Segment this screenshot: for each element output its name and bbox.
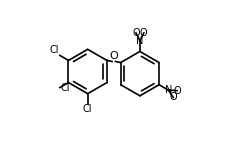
Text: O: O bbox=[173, 86, 181, 96]
Text: Cl: Cl bbox=[61, 83, 70, 93]
Text: O: O bbox=[140, 28, 148, 38]
Text: Cl: Cl bbox=[50, 45, 59, 55]
Text: Cl: Cl bbox=[83, 104, 92, 114]
Text: O: O bbox=[110, 51, 118, 61]
Text: O: O bbox=[169, 92, 177, 102]
Text: N: N bbox=[165, 85, 172, 95]
Text: O: O bbox=[132, 28, 140, 38]
Text: N: N bbox=[136, 36, 144, 46]
